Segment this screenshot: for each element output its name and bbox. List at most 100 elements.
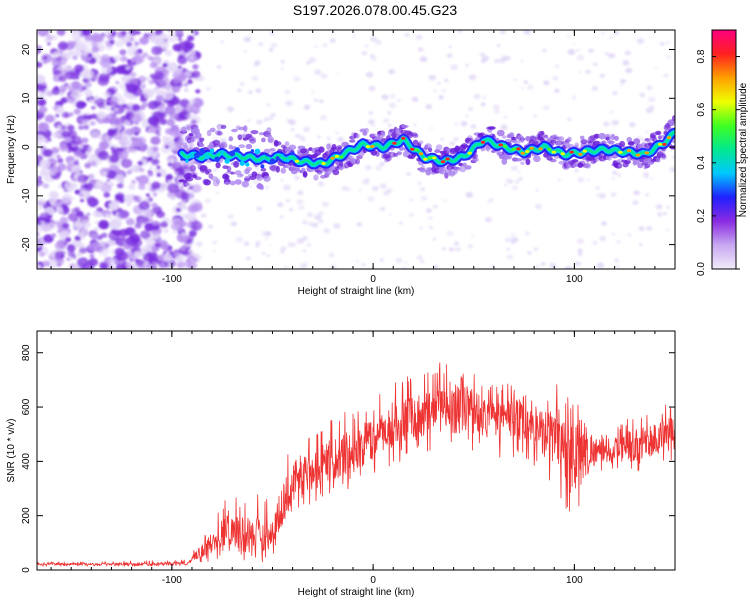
- noise-blob: [166, 33, 178, 43]
- noise-speckle: [467, 244, 474, 249]
- noise-speckle: [672, 155, 675, 159]
- ridge-halo: [592, 140, 601, 146]
- noise-speckle: [616, 173, 622, 177]
- noise-blob: [62, 222, 70, 229]
- x-tick-label: -100: [162, 274, 182, 285]
- noise-speckle: [669, 166, 675, 173]
- ridge-halo: [220, 124, 227, 129]
- noise-blob: [162, 62, 168, 68]
- ridge-halo: [464, 165, 472, 170]
- ridge-spot: [239, 160, 245, 166]
- noise-blob: [131, 61, 137, 66]
- noise-blob: [84, 89, 93, 97]
- noise-blob: [125, 218, 135, 226]
- noise-blob: [128, 184, 136, 190]
- noise-blob: [147, 156, 153, 161]
- noise-speckle: [599, 73, 605, 78]
- noise-speckle: [504, 55, 511, 61]
- noise-speckle: [518, 177, 523, 181]
- ridge-halo: [258, 132, 265, 136]
- noise-blob: [64, 70, 75, 80]
- noise-speckle: [611, 90, 618, 96]
- y-tick-label: 600: [21, 398, 32, 415]
- ridge-spot: [204, 154, 210, 160]
- noise-blob: [90, 160, 97, 167]
- noise-blob: [88, 258, 98, 267]
- noise-blob: [74, 207, 80, 212]
- noise-blob: [152, 224, 160, 231]
- noise-speckle: [386, 188, 393, 193]
- noise-blob: [51, 131, 61, 139]
- noise-speckle: [249, 185, 253, 188]
- noise-speckle: [535, 189, 539, 192]
- noise-speckle: [611, 232, 616, 236]
- noise-speckle: [302, 236, 308, 241]
- ridge-halo: [396, 151, 402, 156]
- noise-blob: [70, 147, 77, 153]
- noise-speckle: [511, 185, 518, 190]
- noise-speckle: [598, 193, 606, 199]
- noise-speckle: [206, 87, 211, 91]
- noise-speckle: [506, 248, 511, 251]
- noise-speckle: [625, 67, 633, 74]
- noise-blob: [112, 144, 118, 149]
- noise-blob: [71, 89, 83, 100]
- noise-speckle: [505, 178, 513, 184]
- noise-speckle: [579, 71, 582, 74]
- ridge-spot: [180, 157, 184, 161]
- ridge-halo: [667, 119, 675, 127]
- noise-speckle: [409, 198, 414, 202]
- ridge-hotspot: [635, 153, 641, 157]
- ridge-hotspot: [662, 142, 667, 146]
- ridge-hotspot: [467, 151, 472, 155]
- noise-blob: [147, 100, 159, 110]
- ridge-halo: [199, 143, 205, 148]
- noise-blob: [187, 254, 196, 262]
- noise-speckle: [655, 204, 663, 210]
- noise-speckle: [611, 119, 619, 126]
- ridge-spot: [290, 151, 295, 156]
- noise-blob: [180, 191, 190, 199]
- noise-speckle: [365, 165, 372, 171]
- ridge-halo: [206, 129, 212, 137]
- ridge-halo: [280, 167, 287, 174]
- noise-blob: [129, 71, 137, 78]
- ridge-halo: [313, 174, 319, 181]
- colorbar: 0.0 0.2 0.4 0.6 0.8 Normalized spectral ampl…: [696, 29, 749, 276]
- ridge-hotspot: [618, 150, 623, 154]
- noise-speckle: [404, 32, 410, 38]
- ridge-halo: [501, 135, 507, 139]
- noise-speckle: [577, 238, 584, 244]
- noise-blob: [55, 113, 60, 118]
- noise-blob: [74, 94, 79, 98]
- noise-blob: [147, 250, 157, 259]
- noise-blob: [46, 259, 58, 269]
- noise-speckle: [413, 124, 417, 127]
- noise-speckle: [379, 161, 386, 167]
- noise-blob: [83, 115, 88, 119]
- ridge-halo: [188, 133, 194, 137]
- ridge-halo: [231, 128, 238, 133]
- noise-speckle: [577, 248, 583, 253]
- ridge-halo: [349, 139, 356, 143]
- noise-blob: [124, 194, 136, 204]
- ridge-halo: [617, 163, 623, 168]
- noise-blob: [60, 254, 65, 258]
- noise-speckle: [526, 84, 534, 90]
- noise-speckle: [302, 249, 307, 253]
- noise-speckle: [184, 207, 189, 211]
- noise-blob: [125, 84, 130, 88]
- noise-speckle: [389, 213, 392, 216]
- ridge-halo: [656, 156, 661, 163]
- noise-blob: [188, 229, 197, 237]
- noise-blob: [108, 231, 120, 241]
- spectrogram-ridge: [177, 115, 675, 191]
- ridge-halo: [418, 140, 424, 145]
- noise-speckle: [379, 206, 386, 212]
- noise-speckle: [446, 230, 454, 237]
- noise-speckle: [322, 201, 329, 207]
- noise-speckle: [229, 108, 233, 111]
- noise-blob: [187, 79, 193, 85]
- noise-speckle: [639, 92, 646, 98]
- noise-speckle: [212, 249, 216, 252]
